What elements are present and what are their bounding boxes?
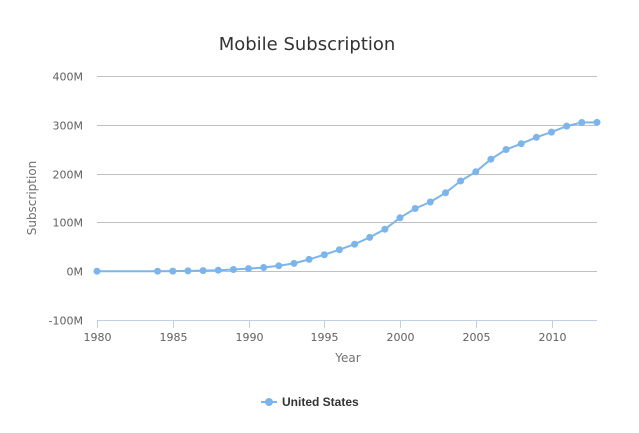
x-tick-label: 1990 — [236, 331, 264, 344]
x-axis-title: Year — [334, 351, 360, 365]
data-point[interactable] — [184, 267, 192, 275]
data-point[interactable] — [93, 267, 101, 275]
legend-marker-symbol — [265, 398, 273, 406]
gridlines — [97, 76, 597, 321]
data-point[interactable] — [335, 246, 343, 254]
data-point[interactable] — [320, 251, 328, 259]
data-point[interactable] — [169, 267, 177, 275]
data-point[interactable] — [154, 267, 162, 275]
data-point[interactable] — [457, 177, 465, 185]
data-point[interactable] — [290, 259, 298, 267]
y-tick-label: 100M — [53, 217, 84, 230]
data-point[interactable] — [472, 168, 480, 176]
data-point[interactable] — [593, 118, 601, 126]
data-point[interactable] — [229, 266, 237, 273]
y-tick-label: 300M — [53, 120, 84, 133]
x-tick-label: 1980 — [84, 331, 112, 344]
legend[interactable]: United States — [261, 395, 359, 409]
data-point[interactable] — [411, 205, 419, 212]
legend-label-united-states[interactable]: United States — [282, 395, 359, 409]
y-axis-title: Subscription — [25, 161, 39, 236]
data-point[interactable] — [517, 140, 525, 148]
data-point[interactable] — [548, 128, 555, 136]
data-point[interactable] — [351, 240, 359, 248]
y-tick-label: -100M — [49, 315, 83, 328]
data-point[interactable] — [214, 266, 222, 274]
chart-title: Mobile Subscription — [219, 34, 396, 55]
data-point[interactable] — [396, 214, 404, 222]
data-point[interactable] — [487, 155, 495, 163]
data-point[interactable] — [381, 225, 389, 233]
series-group — [93, 118, 601, 275]
data-point[interactable] — [532, 133, 540, 141]
data-point[interactable] — [199, 267, 207, 275]
y-tick-label: 0M — [67, 266, 84, 279]
x-tick-label: 1995 — [311, 331, 339, 344]
y-tick-label: 400M — [53, 71, 84, 84]
x-tick-label: 2010 — [539, 331, 567, 344]
x-tick-label: 2000 — [387, 331, 415, 344]
data-point[interactable] — [275, 262, 283, 270]
data-point[interactable] — [578, 119, 586, 126]
data-point[interactable] — [366, 233, 374, 241]
data-point[interactable] — [563, 122, 571, 130]
x-tick-label: 1985 — [160, 331, 188, 344]
data-point[interactable] — [502, 146, 510, 153]
data-point[interactable] — [426, 198, 434, 206]
data-point[interactable] — [442, 189, 449, 197]
data-point[interactable] — [305, 255, 313, 263]
x-tick-label: 2005 — [463, 331, 491, 344]
y-tick-label: 200M — [53, 169, 84, 182]
data-point[interactable] — [245, 265, 252, 273]
axes: -100M 0M 100M 200M 300M 400M 1980 1985 1990 1995 2… — [49, 71, 597, 344]
data-point[interactable] — [260, 264, 268, 271]
